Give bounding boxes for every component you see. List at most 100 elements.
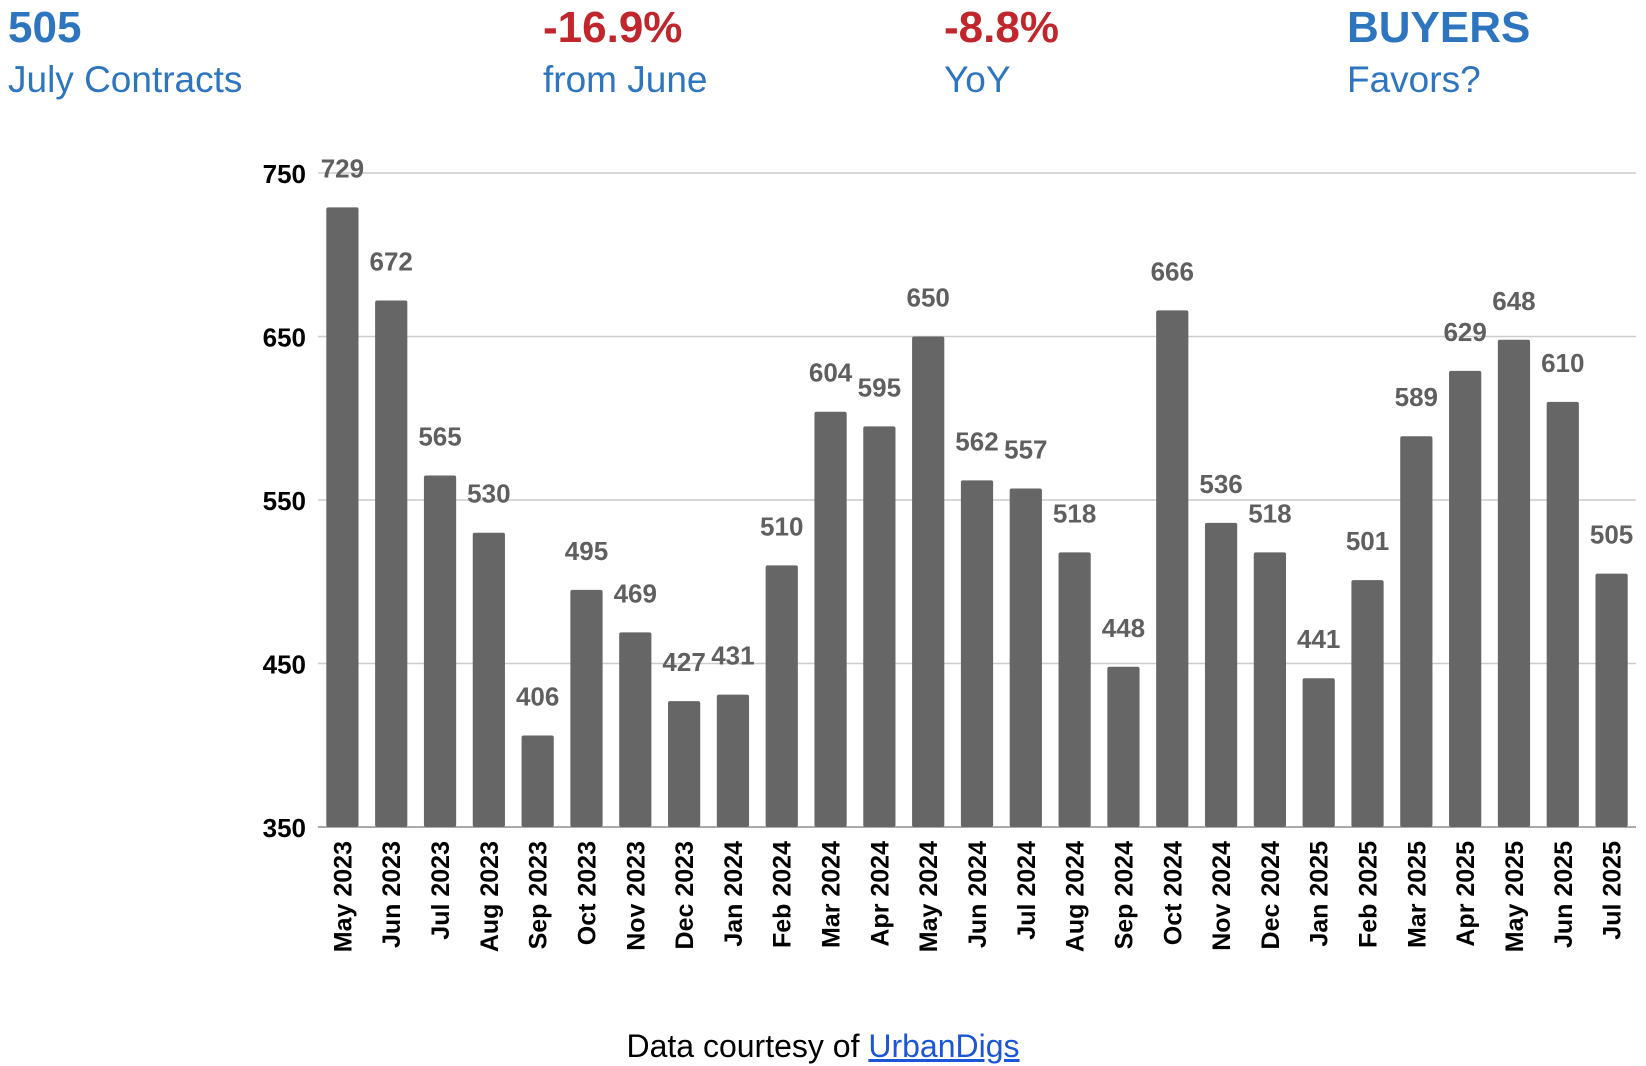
value-label: 648 [1492, 286, 1535, 316]
bar [1058, 552, 1091, 827]
bar [1400, 436, 1433, 827]
bar [1302, 678, 1335, 827]
value-label: 562 [955, 426, 998, 456]
bar [1009, 488, 1042, 827]
kpi-yoy-value: -8.8% [944, 3, 1059, 52]
bar [472, 532, 505, 827]
urbandigs-link[interactable]: UrbanDigs [868, 1028, 1020, 1064]
value-label: 666 [1151, 256, 1194, 286]
value-label: 427 [662, 647, 705, 677]
kpi-mom-label: from June [543, 59, 708, 100]
x-tick-label: Jun 2025 [1550, 841, 1578, 948]
bar [375, 300, 408, 827]
value-label: 505 [1590, 520, 1633, 550]
bar [1497, 339, 1531, 827]
value-label: 589 [1395, 382, 1438, 412]
kpi-mom-change: -16.9% from June [543, 0, 708, 104]
bar [765, 565, 798, 827]
bar [1595, 573, 1628, 827]
bar [326, 207, 359, 827]
x-tick-label: May 2025 [1501, 841, 1529, 952]
bar [423, 475, 457, 827]
value-label: 495 [565, 536, 608, 566]
footer-prefix: Data courtesy of [626, 1028, 869, 1064]
kpi-favor-label: Favors? [1347, 59, 1481, 100]
x-tick-label: Jul 2024 [1013, 841, 1041, 940]
value-label: 501 [1346, 526, 1389, 556]
x-tick-label: Oct 2023 [573, 841, 601, 945]
footer-credit: Data courtesy of UrbanDigs [0, 1028, 1646, 1065]
value-label: 530 [467, 479, 510, 509]
kpi-contracts-value: 505 [8, 3, 82, 52]
x-tick-label: Aug 2023 [476, 841, 504, 952]
value-label: 557 [1004, 435, 1047, 465]
kpi-contracts-label: July Contracts [8, 59, 243, 100]
value-label: 610 [1541, 348, 1584, 378]
bar [1253, 552, 1286, 827]
bar [912, 336, 945, 827]
bar [521, 735, 554, 827]
x-tick-label: May 2024 [915, 841, 943, 952]
y-tick-label: 350 [263, 813, 306, 843]
x-tick-label: Jun 2024 [964, 841, 992, 948]
x-tick-label: Mar 2024 [818, 841, 846, 948]
y-tick-label: 450 [263, 650, 306, 680]
value-label: 536 [1199, 469, 1242, 499]
value-label: 729 [321, 153, 364, 183]
x-tick-label: Mar 2025 [1403, 841, 1431, 948]
x-tick-label: Aug 2024 [1062, 841, 1090, 952]
x-tick-label: Sep 2023 [525, 841, 553, 949]
bar [1449, 370, 1482, 827]
x-tick-label: Oct 2024 [1159, 841, 1187, 945]
value-label: 604 [809, 358, 853, 388]
value-label: 431 [711, 641, 754, 671]
x-tick-label: Nov 2023 [622, 841, 650, 951]
x-tick-label: Feb 2024 [769, 841, 797, 948]
bar [1156, 310, 1189, 828]
kpi-market-favor: BUYERS Favors? [1347, 0, 1530, 104]
x-tick-label: Nov 2024 [1208, 841, 1236, 951]
kpi-mom-value: -16.9% [543, 3, 683, 52]
value-label: 518 [1053, 498, 1096, 528]
y-tick-label: 750 [263, 159, 306, 189]
x-axis-ticks: May 2023 Jun 2023 Jul 2023 Aug 2023 Sep 2023… [329, 841, 1626, 952]
x-tick-label: Feb 2025 [1355, 841, 1383, 948]
x-tick-label: Jul 2025 [1599, 841, 1627, 940]
value-label: 629 [1443, 317, 1486, 347]
kpi-contracts: 505 July Contracts [8, 0, 242, 104]
x-tick-label: Jun 2023 [378, 841, 406, 948]
bar [1546, 401, 1579, 827]
bar [668, 701, 701, 827]
bar [1204, 522, 1238, 827]
kpi-favor-value: BUYERS [1347, 3, 1531, 52]
value-label: 448 [1102, 613, 1145, 643]
value-label: 469 [614, 578, 657, 608]
value-label: 650 [906, 283, 949, 313]
x-tick-label: Jan 2024 [720, 841, 748, 947]
y-tick-label: 650 [263, 323, 306, 353]
x-tick-label: Dec 2024 [1257, 841, 1285, 950]
value-label: 672 [370, 247, 413, 277]
x-tick-label: Sep 2024 [1110, 841, 1138, 950]
bar [1351, 580, 1384, 827]
bars [326, 207, 1628, 828]
value-label: 565 [418, 421, 461, 451]
value-label: 510 [760, 511, 803, 541]
bar [814, 411, 847, 827]
kpi-yoy-label: YoY [944, 59, 1011, 100]
value-label: 518 [1248, 498, 1291, 528]
bar [570, 589, 603, 827]
y-axis-ticks: 350 450 550 650 750 [263, 159, 306, 843]
bar [619, 632, 652, 827]
bar [716, 694, 750, 827]
value-label: 595 [858, 372, 901, 402]
value-label: 441 [1297, 624, 1340, 654]
x-tick-label: Apr 2024 [866, 841, 894, 947]
x-tick-label: Apr 2025 [1452, 841, 1480, 947]
bar [863, 426, 896, 827]
x-tick-label: Jul 2023 [427, 841, 455, 940]
y-tick-label: 550 [263, 486, 306, 516]
value-label: 406 [516, 681, 559, 711]
